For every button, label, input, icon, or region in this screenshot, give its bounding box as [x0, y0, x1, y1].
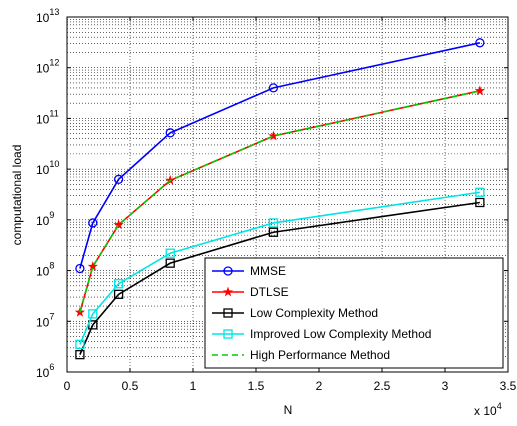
y-tick-label: 108 [36, 261, 54, 279]
legend-marker [223, 266, 233, 276]
x-tick-label: 1.5 [248, 379, 265, 393]
y-tick-label: 1012 [36, 58, 59, 76]
data-point [268, 227, 279, 237]
legend-entry: MMSE [212, 264, 286, 278]
data-point [75, 349, 85, 360]
data-point [88, 309, 98, 319]
legend-marker [222, 286, 234, 297]
y-axis: 106 107 108 109 1010 1011 1012 1013 [36, 7, 508, 380]
x-tick-label: 3.5 [500, 379, 517, 393]
legend-marker [223, 308, 233, 318]
series-line [79, 191, 480, 345]
legend-entry: DTLSE [212, 285, 289, 299]
x-tick-label: 0.5 [122, 379, 139, 393]
x-tick-label: 0 [64, 379, 71, 393]
legend-label: High Performance Method [250, 348, 390, 362]
data-point [113, 279, 124, 289]
x-multiplier-base: x 10 [474, 404, 497, 418]
legend-entry: Low Complexity Method [212, 306, 378, 320]
x-axis-multiplier: x 104 [474, 401, 502, 418]
legend-label: Low Complexity Method [250, 306, 378, 320]
data-point [475, 197, 485, 208]
y-axis-label: computational load [10, 145, 24, 246]
data-point [268, 218, 279, 228]
legend-entry: High Performance Method [212, 348, 390, 362]
data-point [475, 187, 485, 197]
series-line [79, 90, 481, 313]
data-point [165, 128, 175, 138]
data-point [88, 218, 98, 228]
legend: MMSE DTLSE Low Complexity Method Improved L… [204, 257, 504, 369]
series-improved-low-complexity-method [75, 187, 485, 350]
data-point [474, 85, 486, 96]
y-tick-label: 106 [36, 362, 54, 380]
legend-box [204, 257, 504, 369]
series-mmse [75, 38, 485, 274]
data-point [475, 38, 485, 48]
y-tick-label: 109 [36, 210, 54, 228]
y-tick-label: 1013 [36, 7, 59, 25]
x-tick-label: 3 [442, 379, 449, 393]
x-tick-label: 2.5 [374, 379, 391, 393]
legend-label: MMSE [250, 264, 286, 278]
data-point [268, 83, 279, 93]
y-tick-label: 107 [36, 311, 54, 329]
x-tick-label: 2 [316, 379, 323, 393]
x-axis: 0 0.5 1 1.5 2 2.5 3 3.5 [64, 17, 517, 393]
legend-entry: Improved Low Complexity Method [212, 327, 431, 341]
data-point [113, 289, 124, 299]
data-point [113, 174, 124, 184]
x-tick-label: 1 [190, 379, 197, 393]
series-high-performance-method [79, 90, 481, 313]
data-point [113, 219, 124, 230]
legend-marker [223, 329, 233, 339]
y-tick-label: 1011 [36, 108, 59, 126]
plot-frame [66, 16, 509, 373]
series-line [79, 42, 481, 269]
y-tick-label: 1010 [36, 159, 59, 177]
x-axis-label: N [284, 403, 293, 417]
data-point [165, 248, 175, 258]
series-line [79, 201, 480, 355]
legend-label: Improved Low Complexity Method [250, 327, 431, 341]
data-point [75, 263, 85, 274]
series-group [74, 38, 486, 360]
data-point [165, 258, 175, 268]
legend-label: DTLSE [250, 285, 289, 299]
data-point [75, 339, 85, 350]
x-multiplier-exponent: 4 [497, 401, 502, 411]
